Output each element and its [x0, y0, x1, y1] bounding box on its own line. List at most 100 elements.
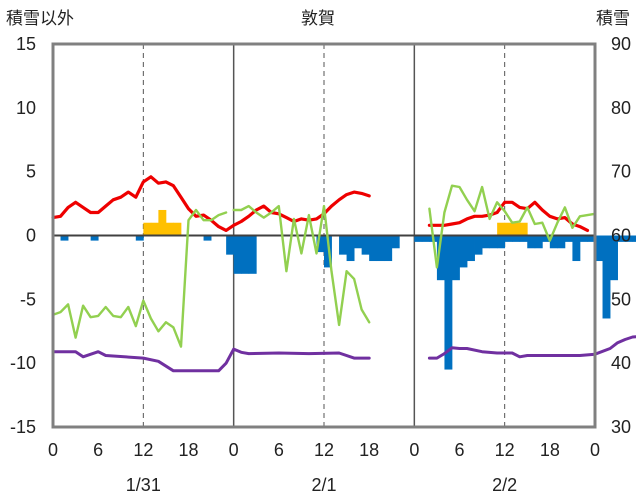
- date-label: 2/1: [311, 475, 336, 495]
- bar-blue: [549, 235, 558, 249]
- x-tick: 12: [314, 440, 334, 460]
- right-y-tick: 50: [611, 289, 631, 309]
- lines: [51, 175, 636, 373]
- bar-blue: [572, 235, 581, 262]
- bar-blue: [339, 235, 347, 255]
- bar-blue: [316, 235, 325, 253]
- bar-orange: [150, 222, 159, 236]
- bar-blue: [579, 235, 588, 242]
- right-y-tick: 80: [611, 98, 631, 118]
- bar-blue: [617, 235, 626, 242]
- right-y-ticks: 90 80 70 60 50 40 30: [611, 34, 631, 437]
- bar-blue: [203, 235, 212, 241]
- x-tick: 0: [48, 440, 58, 460]
- right-y-tick: 40: [611, 353, 631, 373]
- bar-blue: [324, 235, 332, 268]
- left-y-tick: -5: [20, 289, 36, 309]
- bars: [60, 209, 636, 370]
- series-line-red-1: [427, 200, 590, 232]
- bar-blue: [542, 235, 551, 242]
- bar-orange: [497, 222, 506, 236]
- bar-blue: [241, 235, 250, 274]
- x-tick: 0: [409, 440, 419, 460]
- bar-blue: [625, 235, 634, 242]
- bar-blue: [233, 235, 242, 274]
- bar-blue: [504, 235, 513, 242]
- bar-blue: [557, 235, 566, 249]
- bar-blue: [610, 235, 618, 281]
- bar-blue: [361, 235, 370, 255]
- bar-blue: [391, 235, 400, 249]
- series-line-green-1: [232, 204, 371, 327]
- date-label: 2/2: [492, 475, 517, 495]
- frame-border: [51, 42, 597, 429]
- bar-orange: [512, 222, 521, 236]
- bar-blue: [512, 235, 521, 242]
- right-y-tick: 30: [611, 417, 631, 437]
- bar-blue: [346, 235, 355, 262]
- bar-blue: [595, 235, 603, 262]
- bar-blue: [489, 235, 498, 249]
- bar-blue: [354, 235, 363, 249]
- right-y-tick: 70: [611, 162, 631, 182]
- bar-blue: [369, 235, 378, 262]
- bar-orange: [504, 222, 513, 236]
- bar-orange: [158, 209, 167, 236]
- series-line-green-2: [428, 184, 597, 269]
- bar-blue: [519, 235, 528, 242]
- right-axis-label: 積雪: [596, 9, 630, 29]
- bar-blue: [474, 235, 483, 255]
- left-y-tick: 0: [26, 226, 36, 246]
- series-line-green-0: [51, 208, 228, 348]
- x-hour-ticks: 0 6 12 18 0 6 12 18 0 6 12 18 0: [48, 440, 600, 460]
- bar-blue: [467, 235, 475, 262]
- x-tick: 6: [454, 440, 464, 460]
- chart-title: 敦賀: [301, 9, 335, 29]
- bar-blue: [497, 235, 506, 249]
- x-tick: 0: [590, 440, 600, 460]
- x-tick: 6: [274, 440, 284, 460]
- bar-blue: [459, 235, 468, 268]
- left-y-ticks: 15 10 5 0 -5 -10 -15: [10, 34, 36, 437]
- left-axis-label: 積雪以外: [6, 9, 74, 29]
- bar-blue: [444, 235, 453, 370]
- x-tick: 18: [178, 440, 198, 460]
- left-y-tick: 10: [16, 98, 36, 118]
- left-y-tick: 5: [26, 162, 36, 182]
- bar-blue: [451, 235, 460, 281]
- left-y-tick: 15: [16, 34, 36, 54]
- bar-blue: [602, 235, 611, 319]
- bar-blue: [482, 235, 491, 249]
- bar-orange: [165, 222, 174, 236]
- x-tick: 12: [495, 440, 515, 460]
- bar-blue: [248, 235, 257, 274]
- bar-blue: [527, 235, 536, 249]
- x-tick: 18: [540, 440, 560, 460]
- bar-blue: [135, 235, 144, 241]
- series-line-purple-0: [51, 347, 371, 373]
- plot-frame: [51, 42, 597, 429]
- x-tick: 0: [229, 440, 239, 460]
- bar-blue: [421, 235, 430, 242]
- bar-blue: [60, 235, 69, 241]
- bar-blue: [90, 235, 99, 241]
- bar-orange: [173, 222, 182, 236]
- series-line-purple-1: [427, 335, 636, 360]
- left-y-tick: -10: [10, 353, 36, 373]
- left-y-tick: -15: [10, 417, 36, 437]
- bar-orange: [519, 222, 528, 236]
- bar-blue: [226, 235, 235, 255]
- right-y-tick: 90: [611, 34, 631, 54]
- date-labels: 1/31 2/1 2/2: [126, 475, 517, 495]
- bar-blue: [436, 235, 445, 281]
- bar-blue: [376, 235, 385, 262]
- x-tick: 12: [133, 440, 153, 460]
- bar-blue: [564, 235, 573, 242]
- bar-orange: [143, 222, 152, 236]
- bar-blue: [587, 235, 596, 242]
- right-y-tick: 60: [611, 226, 631, 246]
- bar-blue: [384, 235, 393, 262]
- x-tick: 6: [93, 440, 103, 460]
- bar-blue: [414, 235, 423, 242]
